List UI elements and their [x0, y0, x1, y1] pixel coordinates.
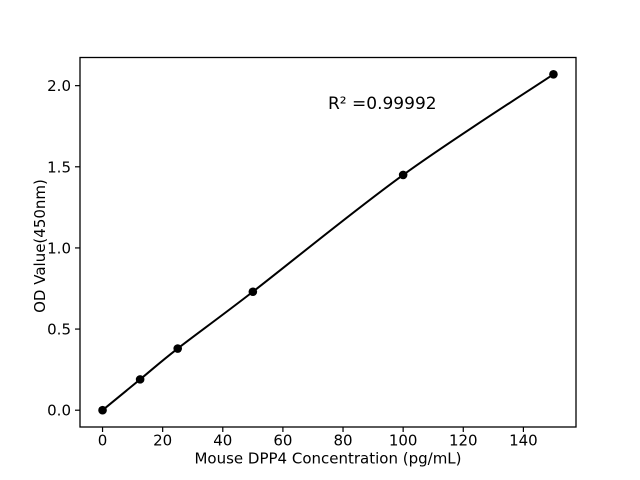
data-point-marker [135, 375, 145, 384]
data-point-marker [173, 344, 182, 353]
x-tick-label: 40 [213, 432, 232, 450]
x-tick-label: 80 [333, 432, 352, 450]
data-point-marker [248, 287, 258, 297]
r-squared-annotation: R² =0.99992 [328, 94, 437, 114]
plot-frame [79, 56, 577, 428]
x-axis-label: Mouse DPP4 Concentration (pg/mL) [194, 450, 461, 468]
x-tick-label: 0 [98, 432, 108, 450]
x-tick-label: 60 [273, 432, 292, 450]
x-tick-label: 100 [389, 432, 418, 450]
x-tick-label: 20 [153, 432, 172, 450]
y-axis: 0.0 0.5 1.0 1.5 2.0 [47, 77, 80, 420]
data-point-marker [398, 170, 408, 180]
y-tick-label: 1.5 [47, 158, 71, 176]
y-axis-label: OD Value(450nm) [31, 179, 49, 313]
y-tick-label: 0.0 [47, 402, 71, 420]
data-point-marker [549, 70, 558, 79]
x-tick-label: 120 [449, 432, 478, 450]
x-tick-label: 140 [509, 432, 538, 450]
y-tick-label: 0.5 [47, 321, 71, 339]
data-point-marker [98, 405, 107, 415]
data-points [98, 70, 558, 415]
y-tick-label: 1.0 [47, 239, 71, 257]
x-axis: 0 20 40 60 80 100 120 140 [98, 427, 538, 450]
y-tick-label: 2.0 [47, 77, 71, 95]
